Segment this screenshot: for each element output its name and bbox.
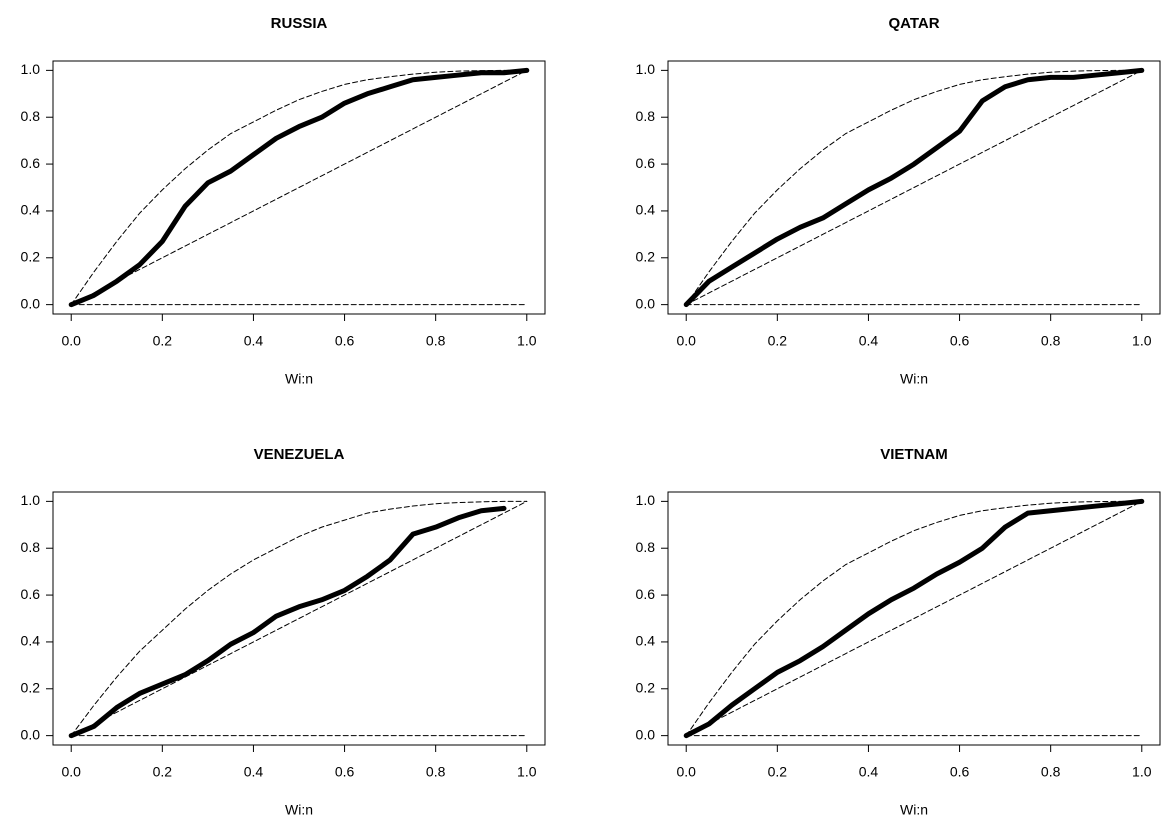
y-tick-label: 0.4 bbox=[636, 633, 656, 649]
y-tick-label: 0.4 bbox=[636, 202, 656, 218]
x-tick-label: 0.4 bbox=[244, 764, 264, 780]
x-tick-label: 0.2 bbox=[153, 764, 173, 780]
y-tick-label: 0.6 bbox=[21, 586, 41, 602]
x-tick-label: 0.6 bbox=[950, 764, 970, 780]
data-line bbox=[683, 498, 1145, 739]
reference-line bbox=[685, 500, 1143, 737]
y-tick-label: 1.0 bbox=[636, 61, 656, 77]
x-tick-label: 0.0 bbox=[61, 764, 81, 780]
y-tick-label: 0.4 bbox=[21, 633, 41, 649]
y-tick-label: 0.6 bbox=[636, 586, 656, 602]
data-line bbox=[68, 505, 507, 739]
y-tick-label: 0.0 bbox=[636, 295, 656, 311]
chart-title: RUSSIA bbox=[271, 15, 328, 32]
x-tick-label: 1.0 bbox=[517, 764, 537, 780]
y-tick-label: 0.8 bbox=[21, 539, 41, 555]
y-tick-label: 1.0 bbox=[21, 61, 41, 77]
x-tick-label: 0.0 bbox=[676, 764, 696, 780]
plot-frame bbox=[667, 60, 1161, 315]
y-tick-label: 0.6 bbox=[21, 155, 41, 171]
y-tick-label: 0.2 bbox=[636, 248, 656, 264]
x-tick-label: 0.8 bbox=[1041, 333, 1061, 349]
chart-title: VENEZUELA bbox=[254, 446, 345, 463]
y-tick-label: 0.6 bbox=[636, 155, 656, 171]
data-line bbox=[68, 67, 530, 308]
y-tick-label: 0.8 bbox=[636, 108, 656, 124]
x-tick-label: 0.4 bbox=[859, 764, 879, 780]
x-tick-label: 0.6 bbox=[950, 333, 970, 349]
x-tick-label: 1.0 bbox=[517, 333, 537, 349]
x-axis-label: Wi:n bbox=[900, 371, 928, 387]
chart-title: VIETNAM bbox=[880, 446, 948, 463]
x-tick-label: 1.0 bbox=[1132, 764, 1152, 780]
reference-line bbox=[70, 69, 528, 306]
x-tick-label: 0.8 bbox=[426, 333, 446, 349]
x-tick-label: 0.4 bbox=[859, 333, 879, 349]
plot-frame bbox=[52, 60, 546, 315]
x-tick-label: 0.6 bbox=[335, 333, 355, 349]
x-axis-label: Wi:n bbox=[285, 371, 313, 387]
y-tick-label: 0.2 bbox=[21, 248, 41, 264]
y-tick-label: 0.0 bbox=[636, 726, 656, 742]
x-tick-label: 0.8 bbox=[426, 764, 446, 780]
y-tick-label: 0.4 bbox=[21, 202, 41, 218]
y-tick-label: 0.2 bbox=[21, 679, 41, 695]
y-tick-label: 0.8 bbox=[636, 539, 656, 555]
plot-frame bbox=[667, 491, 1161, 746]
x-axis-label: Wi:n bbox=[900, 802, 928, 818]
y-tick-label: 1.0 bbox=[636, 492, 656, 508]
y-tick-label: 0.0 bbox=[21, 726, 41, 742]
x-tick-label: 1.0 bbox=[1132, 333, 1152, 349]
x-tick-label: 0.0 bbox=[61, 333, 81, 349]
y-tick-label: 0.2 bbox=[636, 679, 656, 695]
reference-line bbox=[685, 69, 1143, 306]
x-tick-label: 0.2 bbox=[768, 333, 788, 349]
x-tick-label: 0.2 bbox=[768, 764, 788, 780]
reference-line bbox=[70, 500, 528, 737]
reference-line bbox=[685, 500, 1143, 737]
x-tick-label: 0.4 bbox=[244, 333, 264, 349]
x-tick-label: 0.2 bbox=[153, 333, 173, 349]
x-axis-label: Wi:n bbox=[285, 802, 313, 818]
y-tick-label: 0.0 bbox=[21, 295, 41, 311]
x-tick-label: 0.6 bbox=[335, 764, 355, 780]
plot-frame bbox=[52, 491, 546, 746]
y-tick-label: 0.8 bbox=[21, 108, 41, 124]
x-tick-label: 0.8 bbox=[1041, 764, 1061, 780]
data-line bbox=[683, 67, 1145, 308]
reference-line bbox=[685, 69, 1143, 306]
y-tick-label: 1.0 bbox=[21, 492, 41, 508]
chart-title: QATAR bbox=[888, 15, 939, 32]
reference-line bbox=[70, 69, 528, 306]
reference-line bbox=[70, 500, 528, 737]
x-tick-label: 0.0 bbox=[676, 333, 696, 349]
